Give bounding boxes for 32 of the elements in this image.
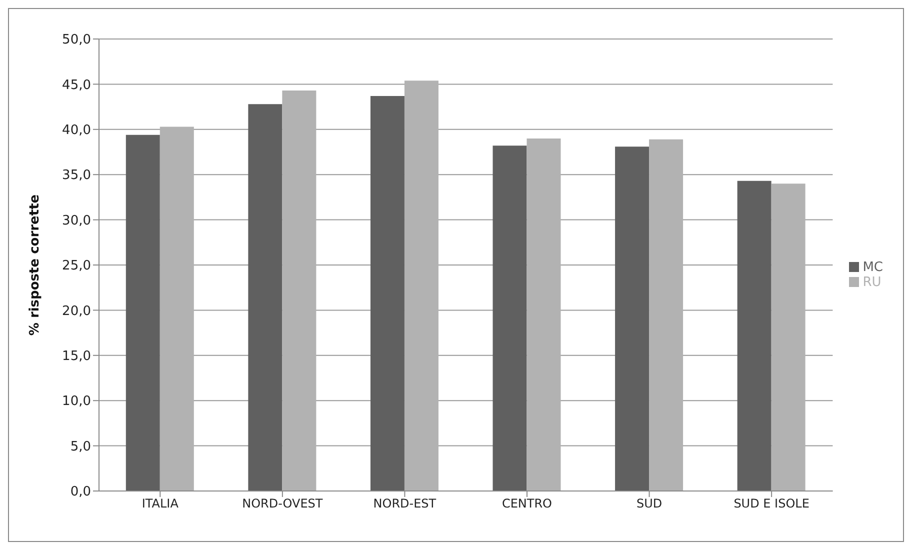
bar (126, 134, 160, 491)
x-tick-label: SUD (636, 496, 662, 511)
y-tick-label: 50,0 (62, 32, 91, 48)
bar (649, 139, 684, 491)
x-tick-label: ITALIA (142, 496, 180, 511)
x-tick-label: NORD-OVEST (242, 496, 324, 511)
y-tick-label: 35,0 (62, 168, 91, 184)
bar (160, 126, 194, 491)
bar (615, 146, 650, 491)
y-tick-label: 40,0 (62, 123, 91, 138)
x-tick-label: SUD E ISOLE (734, 496, 810, 511)
y-tick-label: 30,0 (62, 213, 91, 228)
bar (492, 146, 527, 491)
y-tick-label: 15,0 (62, 349, 91, 364)
bar (282, 90, 316, 491)
legend-label: RU (862, 275, 882, 290)
y-tick-label: 45,0 (62, 78, 91, 93)
bar (737, 180, 772, 491)
legend-label: MC (862, 260, 883, 275)
x-tick-label: NORD-EST (373, 496, 437, 511)
y-tick-label: 20,0 (62, 304, 91, 319)
bar (526, 138, 561, 491)
bar (771, 184, 806, 491)
y-axis-title: % risposte corrette (28, 194, 43, 336)
y-tick-label: 10,0 (62, 394, 91, 410)
y-tick-label: 25,0 (62, 258, 91, 274)
bar (404, 80, 438, 491)
x-tick-label: CENTRO (502, 496, 552, 511)
bar (248, 104, 282, 491)
bar (370, 96, 404, 491)
y-tick-label: 5,0 (70, 439, 91, 454)
y-tick-label: 0,0 (70, 484, 91, 500)
